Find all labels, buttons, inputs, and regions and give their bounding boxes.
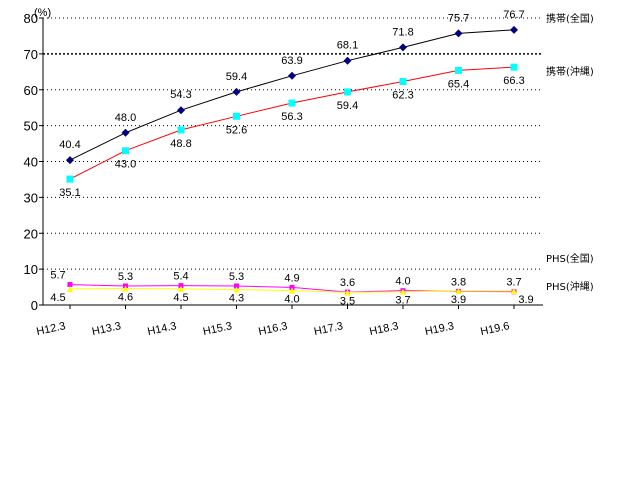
x-tick-label: H17.3 — [313, 320, 344, 338]
data-point — [178, 283, 184, 289]
data-label: 3.7 — [506, 277, 521, 289]
data-label: 4.0 — [284, 294, 299, 306]
data-point — [234, 283, 239, 289]
data-label: 4.0 — [395, 276, 410, 288]
data-label: 5.4 — [173, 271, 188, 283]
data-point — [233, 112, 240, 120]
series-layer — [66, 25, 518, 296]
data-label: 48.0 — [115, 112, 136, 124]
legend-entry-2: PHS(全国) — [546, 252, 594, 265]
data-point — [177, 126, 185, 134]
data-point — [233, 286, 240, 293]
y-tick-label: 10 — [24, 262, 38, 277]
data-point — [67, 285, 73, 292]
data-label: 75.7 — [448, 12, 469, 24]
data-label: 5.3 — [118, 271, 133, 283]
data-label-layer: 40.4 48.0 54.3 59.4 63.9 68.1 71.8 75.7 76.7 35.1… — [50, 9, 533, 308]
data-point — [510, 25, 518, 34]
x-tick-label: H18.3 — [368, 320, 399, 338]
data-point — [289, 284, 295, 290]
data-point — [399, 43, 407, 52]
data-label: 65.4 — [448, 78, 469, 90]
data-label: 4.5 — [173, 292, 188, 304]
x-tick-label: H19.6 — [479, 320, 510, 338]
data-point — [121, 128, 130, 137]
legend-entry-3: PHS(沖縄) — [546, 280, 594, 293]
data-label: 3.5 — [340, 295, 355, 307]
data-point — [343, 56, 352, 65]
data-label: 52.6 — [226, 124, 247, 136]
data-label: 63.9 — [281, 55, 302, 67]
data-label: 4.3 — [229, 293, 244, 305]
x-tick-label: H12.3 — [35, 320, 66, 338]
y-tick-label: 0 — [31, 298, 38, 313]
data-label: 59.4 — [226, 71, 247, 83]
grid-layer — [43, 17, 543, 270]
y-tick-label: 40 — [24, 155, 38, 170]
series-line-0 — [69, 29, 515, 161]
data-label: 4.6 — [118, 291, 133, 303]
axis-layer: 0 10 20 30 40 50 60 70 80 H12.3 H13.3 H14.3 H15.3 H16… — [24, 11, 543, 338]
data-point — [454, 29, 463, 38]
data-label: 48.8 — [170, 138, 191, 150]
y-tick-label: 30 — [24, 190, 38, 205]
x-tick-label: H19.3 — [424, 320, 455, 338]
x-tick-label: H14.3 — [146, 320, 177, 338]
data-point — [289, 287, 295, 294]
data-point — [399, 77, 407, 85]
data-point — [288, 99, 296, 107]
x-tick-label: H13.3 — [91, 320, 122, 338]
data-point — [344, 289, 351, 296]
data-label: 3.7 — [395, 295, 410, 307]
data-label: 66.3 — [503, 75, 524, 87]
data-label: 4.9 — [284, 272, 299, 284]
data-point — [67, 282, 73, 288]
data-label: 68.1 — [337, 40, 358, 52]
y-tick-label: 60 — [24, 83, 38, 98]
data-point — [510, 63, 518, 71]
data-point — [511, 288, 517, 295]
x-tick-label: H16.3 — [257, 320, 288, 338]
data-label: 54.3 — [170, 89, 191, 101]
data-label: 35.1 — [59, 187, 80, 199]
data-point — [122, 147, 129, 155]
data-label: 43.0 — [115, 159, 136, 171]
data-point — [66, 156, 74, 165]
data-point — [455, 288, 462, 295]
data-label: 5.3 — [229, 271, 244, 283]
data-point — [232, 87, 241, 96]
data-label: 59.4 — [337, 100, 358, 112]
data-point — [66, 175, 74, 183]
data-point — [400, 288, 406, 295]
x-tick-label: H15.3 — [202, 320, 233, 338]
data-point — [177, 106, 185, 115]
legend-layer: 携帯(全国) 携帯(沖縄) PHS(全国) PHS(沖縄) — [546, 12, 594, 293]
data-label: 62.3 — [392, 89, 413, 101]
legend-entry-0: 携帯(全国) — [546, 12, 594, 25]
y-tick-label: 20 — [24, 226, 38, 241]
data-label: 3.9 — [518, 294, 533, 306]
legend-entry-1: 携帯(沖縄) — [546, 65, 594, 78]
data-label: 56.3 — [281, 111, 302, 123]
y-axis-unit-label: (%) — [34, 7, 51, 19]
data-point — [344, 88, 351, 96]
data-label: 40.4 — [59, 139, 80, 151]
data-point — [288, 71, 296, 80]
y-tick-label: 70 — [24, 47, 38, 62]
data-label: 3.9 — [451, 294, 466, 306]
data-label: 76.7 — [503, 9, 524, 21]
y-tick-label: 50 — [24, 119, 38, 134]
data-label: 4.5 — [50, 292, 65, 304]
data-point — [122, 285, 129, 292]
data-label: 5.7 — [50, 270, 65, 282]
data-point — [455, 66, 462, 74]
data-point — [178, 285, 184, 292]
data-label: 71.8 — [392, 26, 413, 38]
y-tick-label: 80 — [24, 11, 38, 26]
data-label: 3.6 — [340, 277, 355, 289]
data-label: 3.8 — [451, 276, 466, 288]
